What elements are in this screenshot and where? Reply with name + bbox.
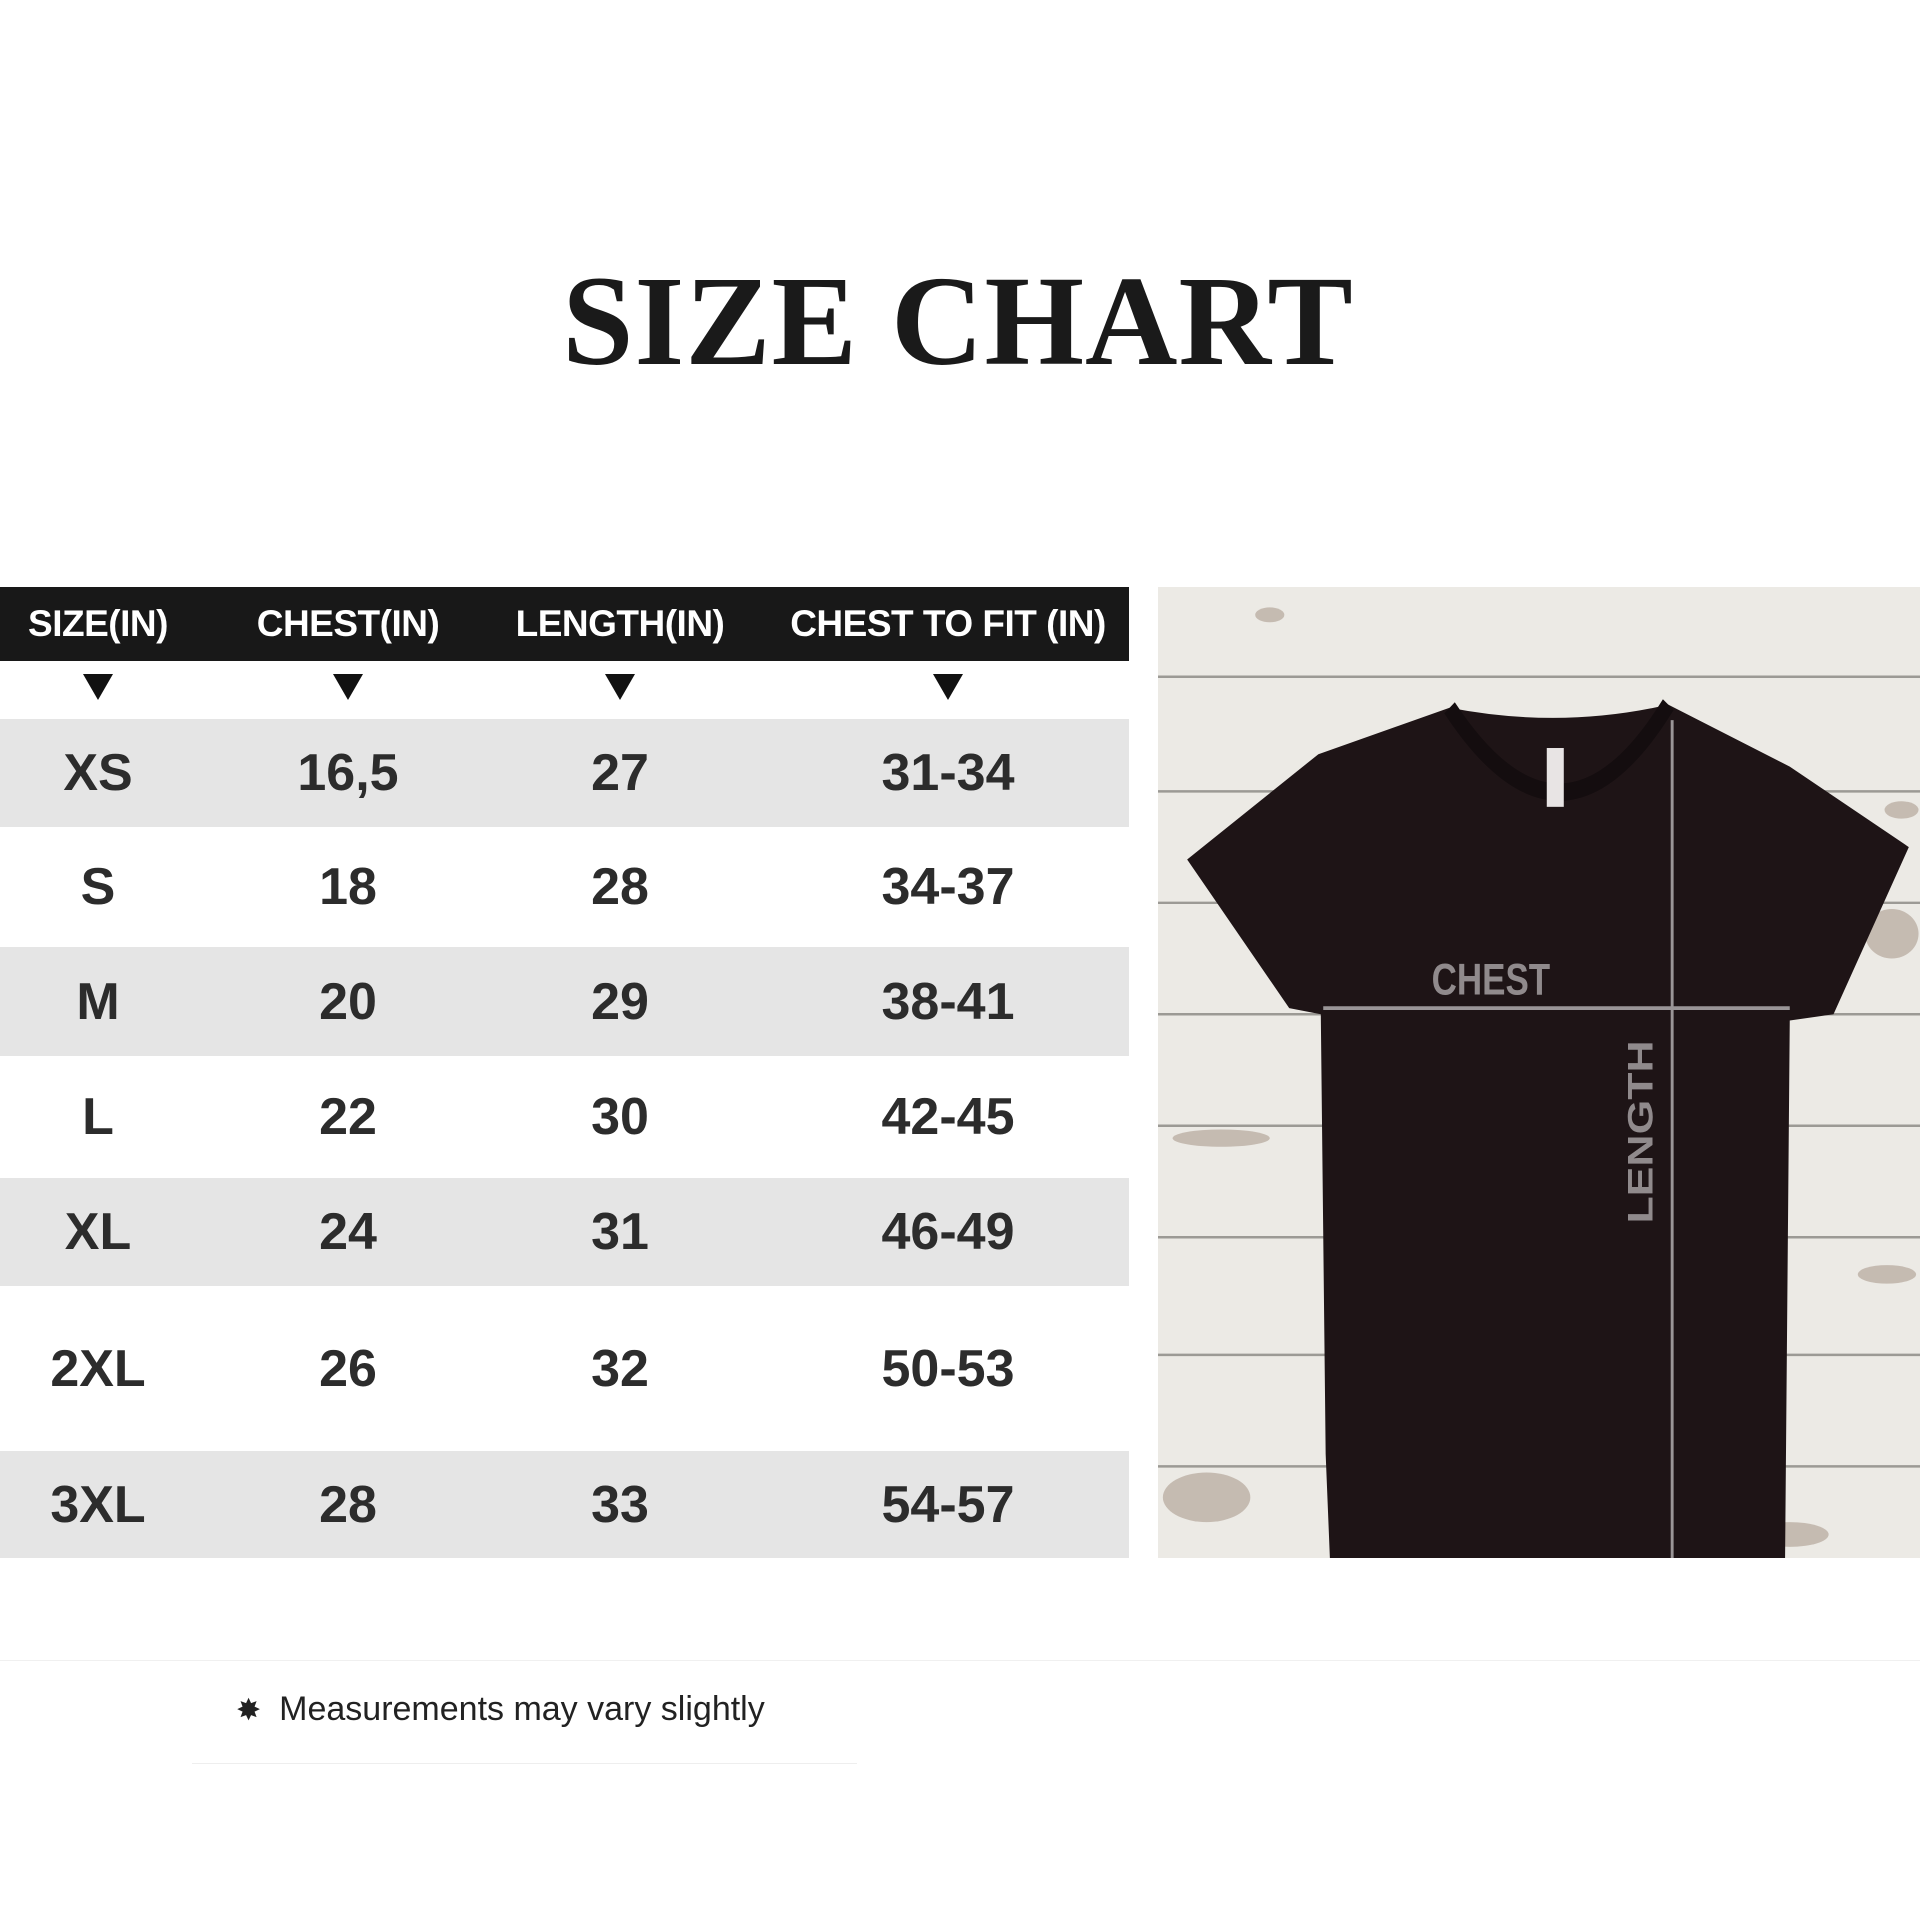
table-header: SIZE(IN) CHEST(IN) LENGTH(IN) CHEST TO F…	[0, 587, 1129, 661]
tshirt-diagram: CHEST LENGTH	[1158, 587, 1920, 1558]
header-length: LENGTH(IN)	[515, 603, 725, 644]
cell-size: S	[80, 858, 116, 916]
cell-chest: 20	[319, 972, 377, 1031]
cell-length: 31	[591, 1203, 649, 1261]
cell-length: 32	[591, 1339, 649, 1398]
table-row: XL 24 31 46-49	[0, 1178, 1129, 1286]
header-chest-to-fit: CHEST TO FIT (IN)	[790, 603, 1106, 644]
cell-size: L	[82, 1088, 114, 1146]
tshirt-shape	[1187, 704, 1909, 1558]
header-size: SIZE(IN)	[28, 603, 168, 644]
cell-chest: 22	[319, 1088, 377, 1146]
arrow-down-icon	[605, 674, 635, 700]
cell-size: M	[76, 972, 120, 1031]
table-row: XS 16,5 27 31-34	[0, 719, 1129, 827]
table-row: S 18 28 34-37	[0, 827, 1129, 947]
cell-size: XL	[64, 1203, 132, 1261]
table-row: 3XL 28 33 54-57	[0, 1451, 1129, 1558]
cell-length: 33	[591, 1475, 649, 1534]
cell-chest: 26	[319, 1339, 377, 1398]
table-row: M 20 29 38-41	[0, 947, 1129, 1056]
footnote-text: Measurements may vary slightly	[279, 1690, 765, 1728]
cell-size: XS	[63, 744, 133, 802]
header-chest: CHEST(IN)	[256, 603, 440, 644]
cell-chest: 18	[319, 858, 377, 916]
asterisk-icon: ✸	[236, 1694, 262, 1727]
tshirt-illustration: CHEST LENGTH	[1158, 607, 1920, 1558]
cell-length: 28	[591, 858, 649, 916]
cell-length: 30	[591, 1088, 649, 1146]
table-row: 2XL 26 32 50-53	[0, 1286, 1129, 1451]
cell-chest-to-fit: 34-37	[881, 858, 1015, 916]
length-label: LENGTH	[1622, 1040, 1660, 1223]
cell-chest-to-fit: 38-41	[881, 972, 1015, 1031]
chest-label: CHEST	[1432, 956, 1551, 1005]
arrow-down-icon	[333, 674, 363, 700]
cell-chest-to-fit: 54-57	[881, 1475, 1015, 1534]
cell-chest: 16,5	[297, 744, 399, 802]
cell-chest-to-fit: 42-45	[881, 1088, 1015, 1146]
cell-length: 29	[591, 972, 649, 1031]
divider	[0, 1660, 1920, 1661]
arrow-down-icon	[933, 674, 963, 700]
page-title: SIZE CHART	[562, 250, 1354, 392]
cell-chest-to-fit: 50-53	[881, 1339, 1015, 1398]
cell-size: 3XL	[50, 1475, 146, 1534]
footnote: ✸ Measurements may vary slightly	[236, 1690, 765, 1729]
arrow-down-icon	[83, 674, 113, 700]
cell-size: 2XL	[50, 1339, 146, 1398]
table-row: L 22 30 42-45	[0, 1056, 1129, 1178]
cell-chest-to-fit: 31-34	[881, 744, 1015, 802]
cell-chest: 24	[319, 1203, 377, 1261]
cell-chest: 28	[319, 1475, 377, 1534]
cell-chest-to-fit: 46-49	[881, 1203, 1015, 1261]
cell-length: 27	[591, 744, 649, 802]
footnote-box	[192, 1661, 857, 1764]
